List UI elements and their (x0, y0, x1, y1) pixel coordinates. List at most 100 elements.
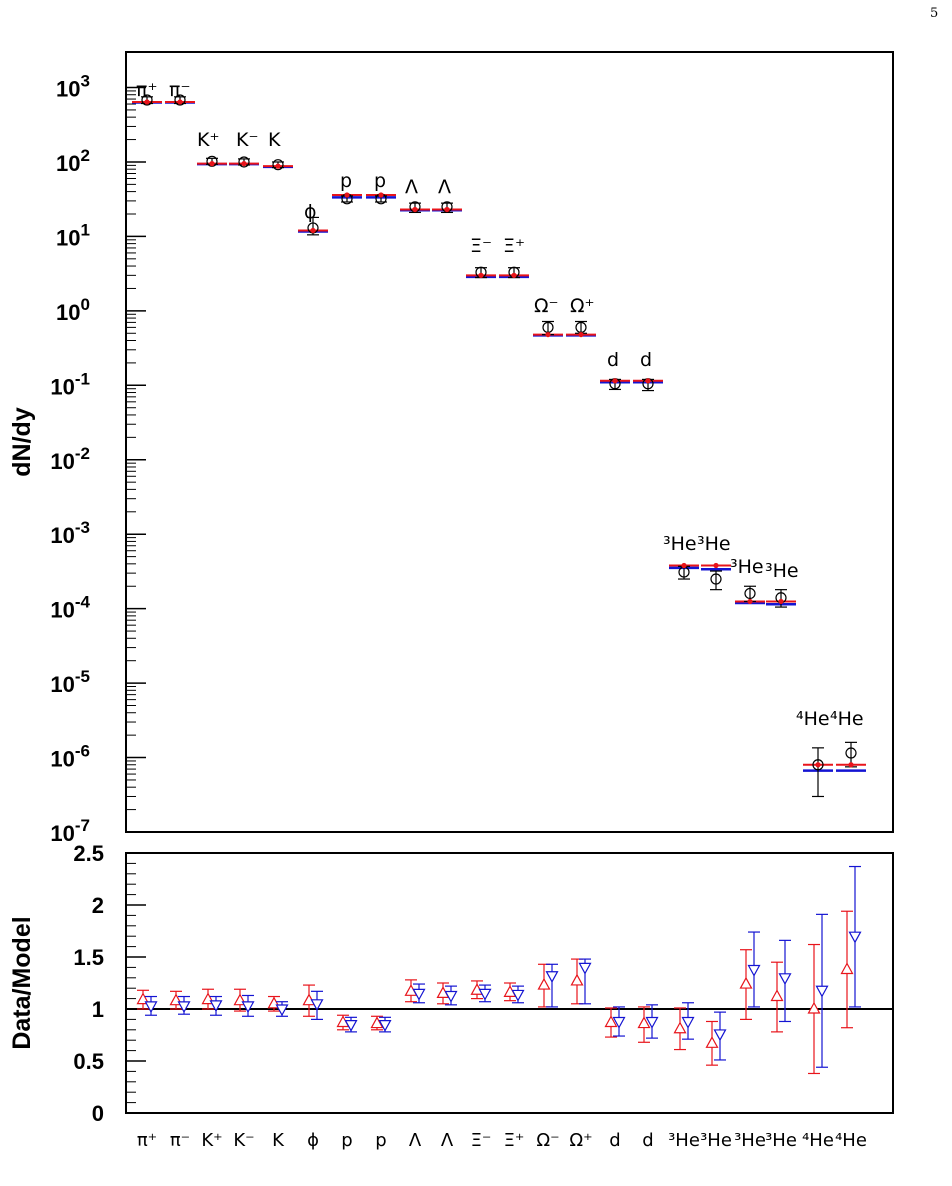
ratio-blue-point (209, 1000, 223, 1013)
ratio-red-point (770, 989, 784, 1002)
ratio-blue-point (612, 1016, 626, 1029)
y-tick-label: 2 (92, 893, 104, 918)
x-tick-label: Ω⁻ (536, 1130, 559, 1151)
ratio-blue-point (310, 999, 324, 1012)
particle-label: Λ (438, 176, 451, 198)
ratio-red-point (673, 1021, 687, 1034)
top-frame (125, 51, 894, 833)
model-red-dot (241, 161, 247, 167)
x-tick-label: K⁺ (201, 1130, 222, 1151)
particle-label: Ω⁺ (570, 295, 595, 317)
particle-label: ³He (697, 533, 731, 555)
model-red-dot (578, 331, 584, 338)
y-tick-label: 103 (56, 72, 90, 102)
model-red-dot (612, 378, 618, 384)
ratio-red-point (705, 1036, 719, 1048)
ratio-red-point (637, 1016, 651, 1029)
model-red-dot (681, 562, 687, 569)
particle-label: p (374, 170, 386, 192)
model-red-dot (511, 272, 517, 278)
x-tick-label: Λ (409, 1130, 422, 1151)
x-tick-label: Ω⁺ (569, 1130, 592, 1151)
ratio-blue-point (815, 985, 829, 998)
model-red-dot (747, 598, 753, 605)
y-tick-label: 101 (56, 220, 90, 250)
x-tick-label: d (642, 1130, 653, 1151)
ratio-blue-point (144, 1001, 158, 1014)
data-point (845, 747, 857, 759)
particle-label: ³He (765, 560, 799, 582)
particle-label: ³He (730, 556, 764, 578)
ratio-red-point (807, 1001, 821, 1014)
data-point (206, 155, 218, 167)
model-red-dot (713, 562, 719, 569)
ratio-red-point (604, 1015, 618, 1028)
y-tick-label: 0.5 (73, 1049, 104, 1074)
ratio-blue-point (412, 988, 426, 1001)
particle-label: K (268, 129, 281, 151)
model-red-dot (815, 762, 821, 768)
ratio-blue-point (177, 1001, 191, 1014)
x-tick-label: Λ (441, 1130, 454, 1151)
x-tick-label: p (375, 1130, 386, 1151)
x-tick-label: ϕ (307, 1130, 319, 1151)
particle-label: ⁴He (830, 708, 864, 730)
ratio-red-point (739, 976, 753, 989)
y-tick-label: 0 (92, 1101, 104, 1126)
particle-label: Λ (405, 176, 418, 198)
data-point (141, 94, 153, 106)
particle-label: K⁻ (236, 129, 259, 151)
model-red-dot (645, 378, 651, 384)
particle-label: ³He (663, 533, 697, 555)
ratio-blue-point (444, 990, 458, 1003)
data-point (238, 156, 250, 168)
x-tick-label: ³He (700, 1130, 732, 1151)
x-tick-label: ⁴He (802, 1130, 834, 1151)
ratio-blue-point (241, 1001, 255, 1014)
model-red-dot (545, 331, 551, 338)
ratio-blue-point (747, 964, 761, 977)
ratio-blue-point (378, 1019, 392, 1032)
model-red-dot (275, 163, 281, 169)
data-point (272, 159, 284, 171)
ratio-red-point (537, 977, 551, 990)
yield-panel: 103 102 101 100 10-1 10-2 10-3 10-4 10-5 10-6 10-7… (8, 51, 894, 846)
particle-label: Ξ⁻ (470, 235, 492, 257)
model-red-dot (344, 192, 350, 198)
ratio-red-point (840, 962, 854, 975)
model-red-dot (144, 99, 150, 105)
particle-label: d (640, 349, 652, 371)
y-axis-title: Data/Model (8, 916, 36, 1049)
y-tick-label: 10-7 (50, 816, 90, 846)
x-tick-label: Ξ⁺ (504, 1130, 525, 1151)
x-tick-label: K (272, 1130, 285, 1151)
model-red-dot (310, 227, 316, 234)
page-number: 5 (930, 6, 939, 21)
model-red-dot (444, 206, 450, 213)
ratio-red-point (570, 973, 584, 986)
y-tick-label: 1 (92, 997, 104, 1022)
particle-label: Ξ⁺ (503, 235, 525, 257)
model-red-dot (378, 192, 384, 198)
x-tick-label: ⁴He (835, 1130, 867, 1151)
x-tick-label: p (341, 1130, 352, 1151)
particle-label: d (607, 349, 619, 371)
y-tick-label: 1.5 (73, 945, 104, 970)
particle-label: K⁺ (197, 129, 220, 151)
particle-label: π⁺ (136, 79, 157, 101)
model-red-dot (778, 598, 784, 605)
x-tick-label: π⁻ (170, 1130, 190, 1151)
y-axis-title: dN/dy (8, 407, 36, 477)
y-tick-label: 10-4 (50, 593, 90, 623)
x-tick-label: ³He (668, 1130, 700, 1151)
ratio-red-point (370, 1016, 384, 1029)
x-tick-label: π⁺ (137, 1130, 157, 1151)
ratio-blue-point (275, 1004, 289, 1017)
particle-label: ⁴He (796, 708, 830, 730)
y-tick-label: 10-1 (50, 369, 90, 399)
x-tick-label: K⁻ (233, 1130, 254, 1151)
x-tick-label: ³He (765, 1130, 797, 1151)
ratio-blue-point (681, 1016, 695, 1029)
data-point (174, 94, 186, 106)
